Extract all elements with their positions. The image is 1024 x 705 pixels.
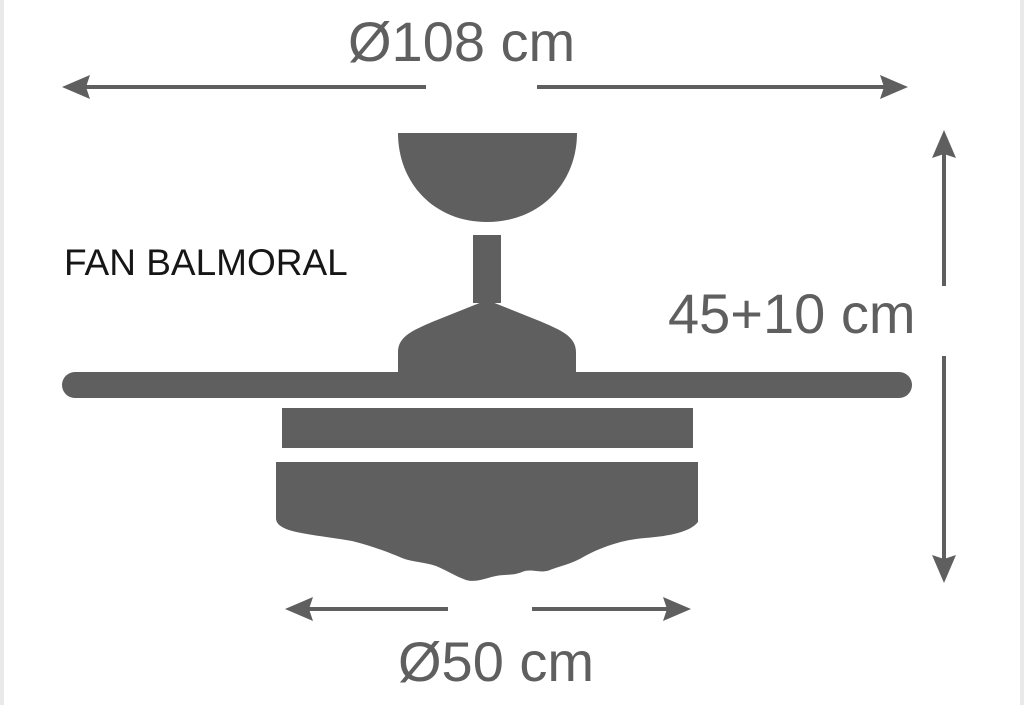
downrod [473, 235, 501, 303]
arrow-left-head [62, 75, 90, 99]
light-shade-lower [276, 462, 698, 581]
ceiling-canopy [398, 133, 577, 222]
light-band-upper [282, 408, 693, 448]
arrow-up-head [932, 130, 956, 158]
arrow-right-head [880, 75, 908, 99]
arrow-down-head [932, 555, 956, 583]
motor-housing [398, 300, 576, 374]
height-arrow [932, 130, 956, 583]
arrow-right-head [663, 597, 691, 621]
light-diameter-arrow [285, 597, 691, 621]
left-border [0, 0, 4, 705]
light-diameter-label: Ø50 cm [398, 630, 595, 693]
height-label: 45+10 cm [668, 282, 916, 345]
model-name-label: FAN BALMORAL [64, 242, 348, 283]
overall-diameter-arrow [62, 75, 908, 99]
arrow-left-head [285, 597, 313, 621]
blade-bar [62, 372, 912, 398]
overall-diameter-label: Ø108 cm [348, 10, 576, 73]
fan-silhouette [62, 133, 912, 581]
right-border [1020, 0, 1024, 705]
